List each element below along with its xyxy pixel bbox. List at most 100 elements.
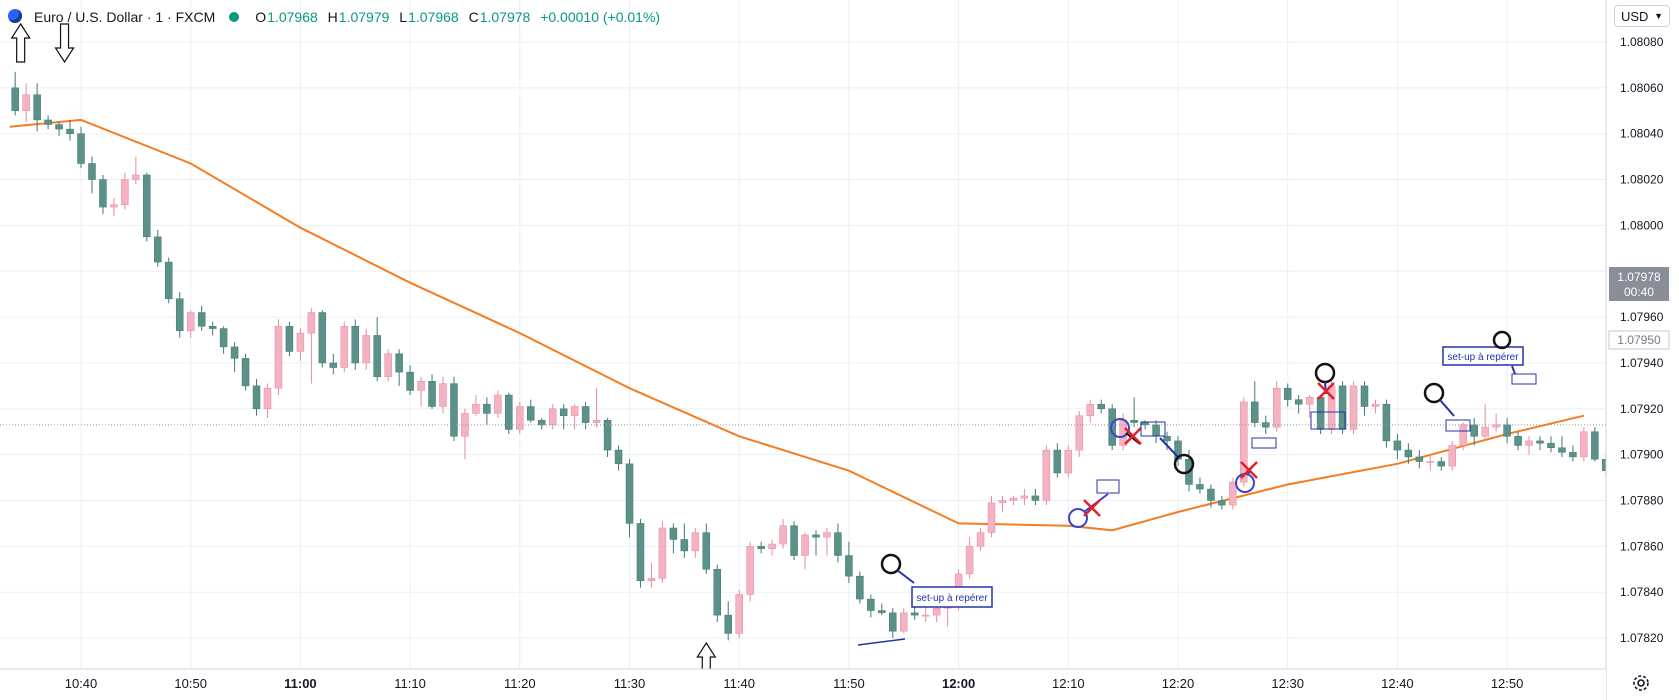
time-tick-label: 11:20 [504, 676, 536, 691]
candle [1196, 477, 1204, 494]
candle-body [1218, 500, 1226, 506]
candle [11, 71, 19, 116]
candle [1272, 381, 1281, 432]
trend-line[interactable] [896, 569, 915, 584]
zone-box[interactable] [1511, 373, 1537, 385]
candle-body [746, 546, 754, 595]
candle-body [362, 335, 370, 364]
change-value: +0.00010 (+0.01%) [540, 9, 661, 25]
tradingview-logo-icon[interactable] [8, 9, 22, 23]
price-axis[interactable] [1605, 0, 1679, 700]
setup-label-2: set-up à repérer [1447, 352, 1519, 363]
drawings-layer[interactable]: set-up à repérer set-up à repérer [857, 330, 1537, 646]
black-circle-marker[interactable] [1423, 382, 1445, 404]
black-circle-marker[interactable] [1492, 330, 1512, 350]
time-axis[interactable] [0, 668, 1606, 700]
zone-box[interactable] [1251, 437, 1277, 449]
candle-body [351, 326, 359, 364]
time-tick-label: 12:40 [1381, 676, 1414, 691]
candle-body [1481, 426, 1489, 437]
candle [878, 603, 886, 616]
price-tick-label: 1.08020 [1620, 173, 1664, 187]
black-circle-marker[interactable] [1314, 362, 1336, 384]
setup-label-box[interactable] [1442, 346, 1524, 366]
candle [1207, 484, 1215, 508]
candle [1283, 383, 1292, 407]
candle-body [318, 312, 327, 364]
price-tick-label: 1.07860 [1620, 539, 1664, 553]
candle [834, 523, 842, 563]
blue-circle-marker[interactable] [1068, 508, 1088, 528]
gear-icon[interactable] [1630, 672, 1652, 694]
candle [1174, 436, 1182, 467]
candle [516, 401, 524, 435]
candle [537, 417, 546, 430]
zone-box[interactable] [1310, 411, 1346, 430]
svg-text:1.07950: 1.07950 [1617, 333, 1661, 347]
black-circle-marker[interactable] [1173, 453, 1195, 475]
time-tick-label: 12:50 [1491, 676, 1524, 691]
candle [318, 310, 327, 368]
candle-body [197, 312, 206, 327]
candle [669, 523, 678, 554]
candle-body [1448, 445, 1456, 467]
candle-body [1009, 497, 1018, 501]
candle [976, 528, 985, 551]
candle [1042, 445, 1051, 506]
candle-body [592, 420, 601, 423]
candle [1163, 431, 1171, 451]
price-tick-label: 1.08080 [1620, 35, 1664, 49]
moving-average-line [9, 118, 1585, 532]
candle-body [779, 525, 787, 545]
candle-body [472, 403, 480, 414]
candle-body [1141, 422, 1149, 426]
candle [329, 353, 338, 375]
trend-line[interactable] [1159, 437, 1179, 458]
candle [406, 365, 414, 396]
zone-box[interactable] [1096, 479, 1120, 494]
up-arrow-icon[interactable] [10, 22, 31, 63]
trend-line[interactable] [1511, 365, 1516, 375]
candle [746, 541, 754, 602]
candle [362, 328, 370, 370]
black-circle-marker[interactable] [880, 553, 902, 575]
down-arrow-icon[interactable] [54, 23, 75, 64]
candle [1404, 443, 1413, 464]
candle [856, 571, 864, 604]
zone-box[interactable] [1140, 421, 1166, 437]
candle-body [175, 298, 184, 332]
crosshair-price-label: 1.07950 [1608, 330, 1670, 350]
candle-body [724, 614, 732, 634]
symbol-title[interactable]: Euro / U.S. Dollar · 1 · FXCM [34, 9, 216, 25]
blue-circle-marker[interactable] [1110, 418, 1130, 438]
candle-body [1437, 461, 1446, 467]
price-tick-label: 1.07940 [1620, 356, 1664, 370]
setup-label-box[interactable] [911, 586, 993, 608]
arrow-markers[interactable] [10, 22, 717, 682]
candle [845, 541, 853, 584]
support-line[interactable] [857, 638, 906, 646]
candle [428, 374, 436, 409]
candle-body [110, 204, 118, 208]
candle-body [932, 607, 941, 616]
candle-body [823, 532, 831, 538]
candle-body [406, 371, 414, 391]
currency-selector[interactable]: USD ▼ [1614, 5, 1670, 27]
candle [1075, 411, 1084, 457]
zone-box[interactable] [1445, 419, 1471, 432]
candle [55, 122, 63, 136]
current-price: 1.07978 [1617, 270, 1661, 284]
time-tick-label: 11:40 [723, 676, 755, 691]
time-tick-label: 12:00 [942, 676, 975, 691]
trend-line[interactable] [1439, 399, 1455, 417]
candle [1130, 397, 1138, 428]
candle-body [66, 128, 74, 134]
candle-body [22, 94, 30, 112]
candle [998, 495, 1007, 512]
candle [307, 307, 316, 384]
candle [186, 310, 195, 338]
symbol-legend: Euro / U.S. Dollar · 1 · FXCM O1.07968 H… [12, 6, 666, 28]
candle [472, 395, 480, 416]
candle-body [834, 532, 842, 556]
